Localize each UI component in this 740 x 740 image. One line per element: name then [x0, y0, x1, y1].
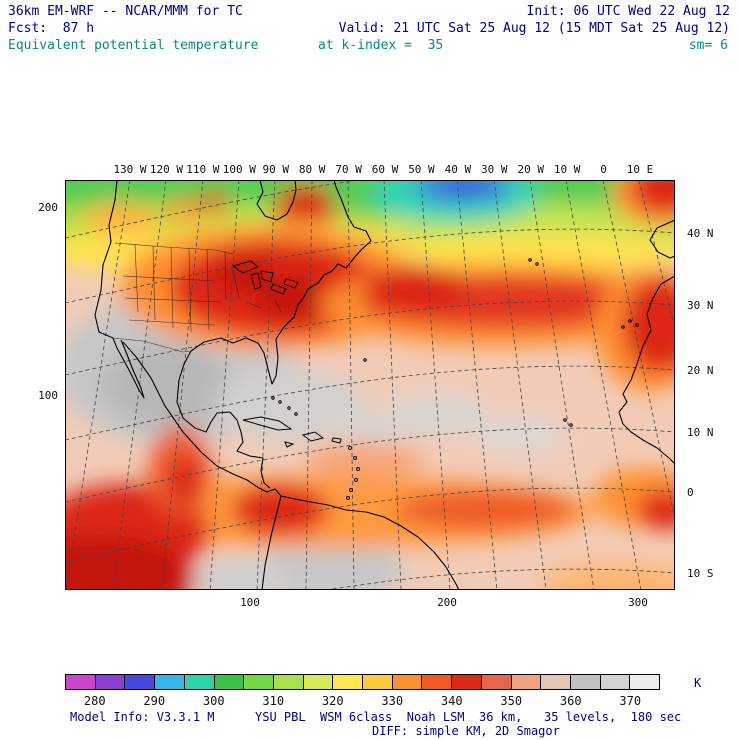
lon-label-14: 10 E [626, 163, 654, 176]
colorbar-tick-4: 320 [321, 694, 344, 708]
colorbar-segment-12 [422, 675, 453, 689]
lon-label-4: 90 W [262, 163, 289, 176]
colorbar-segment-8 [303, 675, 334, 689]
lon-label-8: 50 W [408, 163, 435, 176]
colorbar-tick-6: 340 [440, 694, 463, 708]
lon-label-3: 100 W [222, 163, 256, 176]
map-frame-border [65, 180, 675, 590]
political-borders [112, 242, 282, 353]
colorbar-segment-16 [541, 675, 571, 689]
colorbar-segment-18 [600, 675, 631, 689]
colorbar-tick-2: 300 [202, 694, 225, 708]
lon-label-10: 30 W [481, 163, 508, 176]
colorbar-tick-9: 370 [619, 694, 642, 708]
colorbar-segment-14 [481, 675, 512, 689]
colorbar-segment-0 [66, 675, 96, 689]
smoothing: sm= 6 [688, 38, 728, 53]
contour-field [65, 180, 675, 590]
lat-label-4: 0 [687, 486, 694, 499]
colorbar-segment-4 [184, 675, 215, 689]
lon-label-13: 0 [600, 163, 607, 176]
lon-label-12: 10 W [553, 163, 581, 176]
lat-label-3: 10 N [687, 426, 714, 439]
lat-label-2: 20 N [687, 364, 714, 377]
physics-options: YSU PBL WSM 6class Noah LSM 36 km, 35 le… [255, 710, 682, 724]
colorbar-unit: K [694, 676, 702, 690]
lon-label-1: 120 W [149, 163, 183, 176]
colorbar-segment-13 [452, 675, 482, 689]
valid-time: Valid: 21 UTC Sat 25 Aug 12 (15 MDT Sat … [338, 21, 730, 36]
x-grid-label-0: 100 [240, 596, 260, 609]
colorbar-segment-15 [511, 675, 542, 689]
k-index: at k-index = 35 [318, 38, 444, 53]
colorbar-segment-9 [333, 675, 364, 689]
colorbar-tick-5: 330 [381, 694, 404, 708]
colorbar-segment-7 [273, 675, 304, 689]
map-plot [65, 180, 675, 590]
colorbar-segment-3 [155, 675, 185, 689]
colorbar-tick-8: 360 [559, 694, 582, 708]
model-title: 36km EM-WRF -- NCAR/MMM for TC [8, 4, 243, 19]
model-info: Model Info: V3.3.1 M [70, 710, 215, 724]
lon-label-2: 110 W [186, 163, 220, 176]
colorbar-segment-2 [125, 675, 156, 689]
init-time: Init: 06 UTC Wed 22 Aug 12 [526, 4, 731, 19]
map-area [65, 180, 675, 590]
lon-label-5: 80 W [298, 163, 326, 176]
colorbar-segment-5 [214, 675, 245, 689]
colorbar-tick-0: 280 [83, 694, 106, 708]
islands [242, 258, 639, 500]
colorbar-segment-10 [363, 675, 393, 689]
lat-label-5: 10 S [687, 567, 714, 580]
lon-label-0: 130 W [113, 163, 147, 176]
colorbar-segment-11 [392, 675, 423, 689]
colorbar-tick-7: 350 [500, 694, 523, 708]
lon-label-6: 70 W [335, 163, 362, 176]
field-name: Equivalent potential temperature [8, 38, 259, 53]
lon-label-7: 60 W [371, 163, 399, 176]
colorbar [65, 674, 660, 690]
forecast-hour: Fcst: 87 h [8, 21, 95, 36]
colorbar-segment-17 [570, 675, 601, 689]
colorbar-tick-3: 310 [262, 694, 285, 708]
colorbar-segment-19 [630, 675, 660, 689]
lon-label-9: 40 W [444, 163, 472, 176]
colorbar-segment-1 [95, 675, 126, 689]
lat-label-0: 40 N [687, 227, 714, 240]
great-lakes [231, 260, 299, 295]
lat-label-1: 30 N [687, 299, 714, 312]
x-grid-label-2: 300 [628, 596, 648, 609]
diffusion-info: DIFF: simple KM, 2D Smagor [372, 724, 560, 738]
y-grid-label-1: 100 [38, 389, 58, 402]
y-grid-label-0: 200 [38, 201, 58, 214]
lon-label-11: 20 W [517, 163, 544, 176]
colorbar-segment-6 [244, 675, 274, 689]
x-grid-label-1: 200 [437, 596, 457, 609]
colorbar-tick-1: 290 [143, 694, 166, 708]
